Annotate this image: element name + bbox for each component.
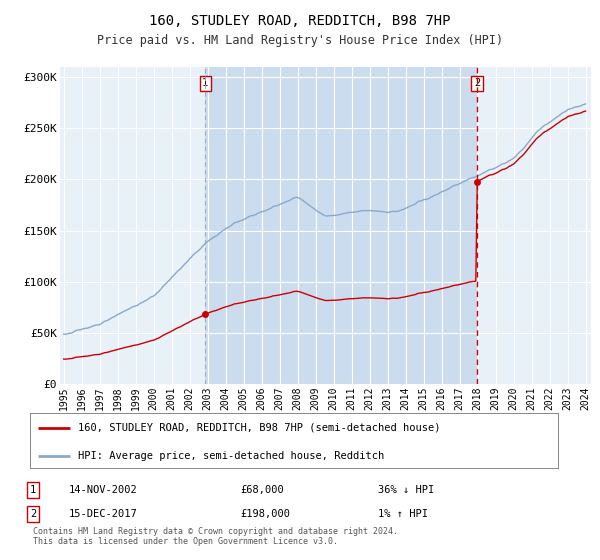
Text: £198,000: £198,000 (240, 509, 290, 519)
Text: 1% ↑ HPI: 1% ↑ HPI (378, 509, 428, 519)
Text: 36% ↓ HPI: 36% ↓ HPI (378, 485, 434, 495)
Text: 160, STUDLEY ROAD, REDDITCH, B98 7HP (semi-detached house): 160, STUDLEY ROAD, REDDITCH, B98 7HP (se… (77, 423, 440, 433)
Text: Contains HM Land Registry data © Crown copyright and database right 2024.
This d: Contains HM Land Registry data © Crown c… (33, 526, 398, 546)
Bar (205, 67, 477, 384)
Text: 1: 1 (202, 78, 208, 88)
Text: 15-DEC-2017: 15-DEC-2017 (69, 509, 138, 519)
Text: £68,000: £68,000 (240, 485, 284, 495)
Text: HPI: Average price, semi-detached house, Redditch: HPI: Average price, semi-detached house,… (77, 451, 384, 461)
Text: 2: 2 (30, 509, 36, 519)
Text: 160, STUDLEY ROAD, REDDITCH, B98 7HP: 160, STUDLEY ROAD, REDDITCH, B98 7HP (149, 14, 451, 28)
Text: 2: 2 (474, 78, 480, 88)
Text: Price paid vs. HM Land Registry's House Price Index (HPI): Price paid vs. HM Land Registry's House … (97, 34, 503, 46)
Text: 14-NOV-2002: 14-NOV-2002 (69, 485, 138, 495)
Text: 1: 1 (30, 485, 36, 495)
